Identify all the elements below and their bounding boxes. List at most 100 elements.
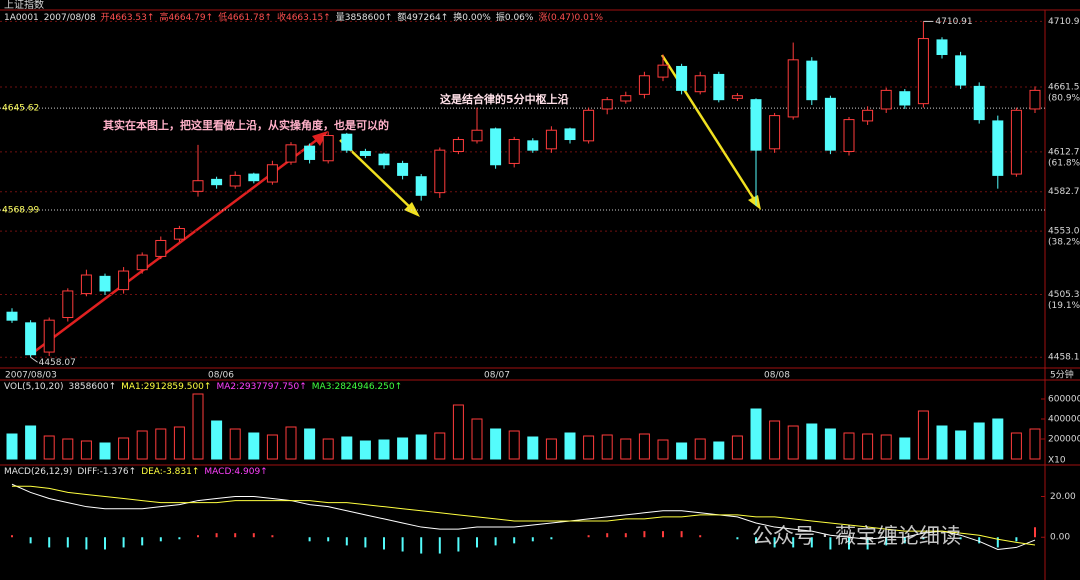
volume-bar	[1029, 428, 1041, 460]
y-tick-ratio: (80.9%)	[1048, 94, 1080, 104]
header-item: 收4663.15↑	[277, 11, 331, 23]
candle-body	[955, 55, 967, 86]
x-tick-label: 08/08	[764, 371, 790, 381]
y-tick-label: 600000	[1048, 395, 1080, 405]
candle-body	[1010, 109, 1022, 175]
header-item: MACD(26,12,9)	[4, 467, 72, 477]
volume-bar	[118, 437, 130, 460]
candle-body	[452, 139, 464, 152]
volume-bar	[713, 441, 725, 460]
candle-body	[917, 38, 929, 105]
volume-bar	[806, 423, 818, 460]
volume-bar	[638, 433, 650, 460]
header-item: DIFF:-1.376↑	[77, 467, 136, 477]
candle-body	[1029, 89, 1041, 110]
volume-bar	[25, 425, 37, 460]
volume-bar	[508, 430, 520, 460]
header-item: MA3:2824946.250↑	[312, 382, 402, 392]
header-item: 涨(0.47)0.01%	[538, 12, 603, 23]
y-tick-label: 200000	[1048, 435, 1080, 445]
y-tick-label: 4661.5	[1048, 83, 1080, 93]
volume-bar	[80, 440, 92, 460]
header-item: 额497264↑	[397, 11, 448, 23]
candle-body	[713, 73, 725, 101]
volume-bar	[769, 420, 781, 460]
volume-bar	[564, 432, 576, 460]
level-label: 4568.99	[2, 205, 39, 215]
candle-body	[62, 290, 74, 319]
candle-body	[564, 128, 576, 141]
candle-body	[843, 119, 855, 152]
candle-body	[731, 95, 743, 99]
y-tick-label: 4710.9	[1048, 17, 1080, 27]
candle-body	[862, 109, 874, 122]
header-line: 1A0001 2007/08/08 开4663.53↑ 高4664.79↑ 低4661.…	[4, 11, 604, 23]
volume-bar	[583, 435, 595, 460]
candle-body	[992, 120, 1004, 176]
candle-body	[694, 75, 706, 93]
high-label: 4710.91	[935, 17, 972, 27]
volume-bar	[545, 438, 557, 460]
volume-bar	[415, 434, 427, 460]
volume-bar	[620, 438, 632, 460]
header-item: 2007/08/08	[44, 13, 96, 23]
candle-body	[880, 89, 892, 110]
volume-bar	[62, 438, 74, 460]
watermark: 公众号 · 薇宝缠论细读	[752, 524, 961, 548]
volume-bar	[229, 428, 241, 460]
header-item: VOL(5,10,20)	[4, 382, 63, 392]
candle-body	[824, 97, 836, 151]
volume-bar	[211, 420, 223, 460]
candle-body	[229, 174, 241, 187]
header-line: MACD(26,12,9) DIFF:-1.376↑ DEA:-3.831↑ MACD…	[4, 467, 268, 477]
volume-bar	[936, 425, 948, 460]
header-item: 振0.06%	[496, 11, 534, 23]
candle-body	[676, 65, 688, 91]
header-item: 开4663.53↑	[101, 12, 155, 23]
candle-body	[601, 99, 613, 110]
volume-bar	[955, 430, 967, 460]
candle-body	[341, 133, 353, 151]
annotation: 其实在本图上，把这里看做上沿，从实操角度，也是可以的	[103, 118, 389, 132]
candle-body	[583, 109, 595, 142]
candle-body	[136, 254, 148, 271]
candle-body	[545, 129, 557, 150]
y-tick-label: 4582.7	[1048, 187, 1080, 197]
volume-bar	[824, 428, 836, 460]
volume-bar	[657, 439, 669, 460]
macd-line	[12, 485, 1036, 546]
volume-bar	[341, 436, 353, 460]
candle-body	[508, 139, 520, 164]
header-item: DEA:-3.831↑	[141, 467, 199, 477]
candle-body	[471, 129, 483, 142]
volume-bar	[1010, 432, 1022, 460]
y-tick-ratio: (19.1%)	[1048, 301, 1080, 311]
candle-body	[304, 145, 316, 160]
volume-bar	[43, 435, 55, 460]
candle-body	[638, 75, 650, 95]
candle-body	[6, 311, 18, 321]
header-item: MA1:2912859.500↑	[121, 382, 211, 392]
volume-bar	[917, 410, 929, 460]
candle-body	[490, 128, 502, 166]
candle-body	[248, 173, 260, 182]
volume-bar	[527, 436, 539, 460]
candle-body	[118, 270, 130, 291]
candle-body	[973, 85, 985, 121]
panel-frame	[0, 9, 1080, 580]
candle-body	[266, 164, 278, 183]
candle-body	[434, 149, 446, 194]
candle-body	[192, 180, 204, 192]
candle-body	[80, 274, 92, 295]
candle-body	[322, 135, 334, 162]
unit-label: X10	[1048, 456, 1066, 466]
header-item: MACD:4.909↑	[204, 467, 267, 477]
candle-body	[657, 64, 669, 78]
candle-body	[936, 39, 948, 56]
candle-body	[750, 99, 762, 151]
annotation: 这是结合律的5分中枢上沿	[440, 92, 569, 106]
header-item: 1A0001	[4, 13, 39, 23]
volume-bar	[843, 432, 855, 460]
